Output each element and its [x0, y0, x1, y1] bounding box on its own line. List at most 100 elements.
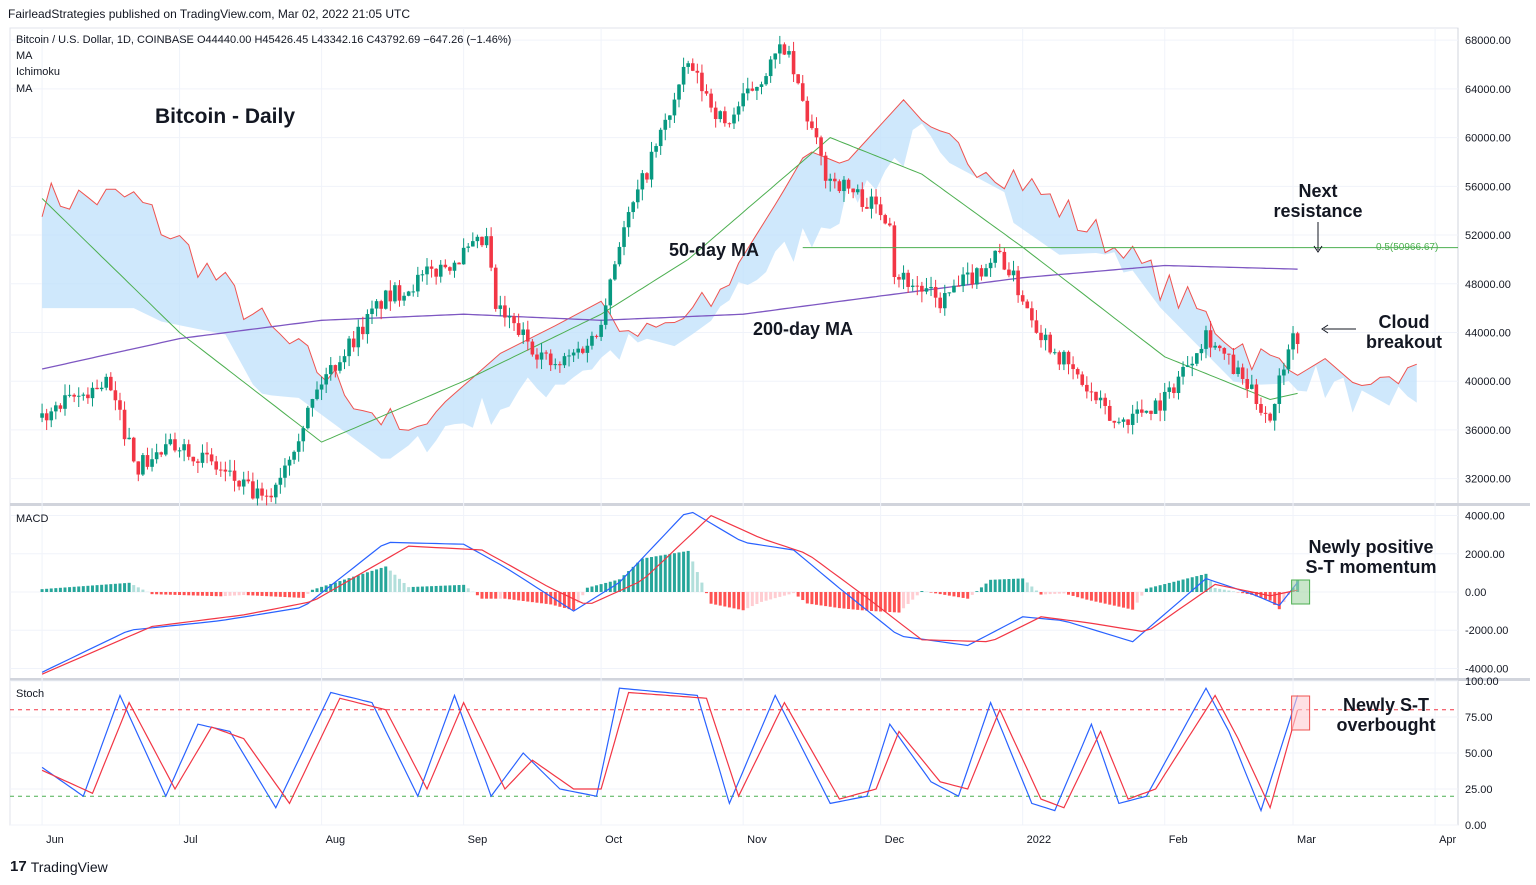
- candle-body: [723, 111, 727, 124]
- macd-histogram-bar: [443, 585, 447, 592]
- candle-body: [127, 437, 131, 440]
- published-line: FairleadStrategies published on TradingV…: [8, 7, 411, 21]
- candle-body: [1172, 387, 1176, 394]
- candle-body: [1030, 308, 1034, 321]
- footer[interactable]: 17 TradingView: [10, 858, 108, 875]
- indicator-ichimoku[interactable]: Ichimoku: [16, 66, 61, 78]
- candle-body: [594, 335, 599, 337]
- candle-body: [1135, 409, 1140, 414]
- candle-body: [938, 297, 943, 309]
- candle-body: [1121, 419, 1126, 422]
- macd-histogram-bar: [452, 585, 456, 592]
- candle-body: [942, 293, 947, 309]
- stoch-tick-label: 0.00: [1465, 820, 1486, 832]
- macd-pane-label[interactable]: MACD: [16, 513, 49, 525]
- macd-histogram-bar: [58, 587, 62, 592]
- macd-histogram-bar: [1117, 592, 1121, 607]
- macd-histogram-bar: [1126, 592, 1130, 609]
- candle-body: [269, 495, 273, 498]
- candle-body: [374, 301, 379, 309]
- macd-histogram-bar: [1007, 579, 1011, 592]
- macd-histogram-bar: [343, 579, 347, 592]
- candle-body: [301, 428, 306, 442]
- candle-body: [416, 274, 420, 292]
- macd-histogram-bar: [700, 582, 704, 592]
- candle-body: [109, 376, 113, 391]
- candle-body: [196, 461, 200, 463]
- candle-body: [480, 236, 484, 246]
- macd-histogram-bar: [1039, 592, 1043, 595]
- macd-histogram-bar: [402, 582, 406, 592]
- candle-body: [411, 291, 416, 293]
- macd-histogram-bar: [1172, 581, 1176, 592]
- stoch-d-line: [41, 691, 1299, 810]
- candle-body: [562, 356, 567, 366]
- macd-histogram-bar: [178, 592, 182, 596]
- macd-histogram-bar: [1241, 592, 1245, 594]
- macd-histogram-bar: [384, 566, 388, 592]
- macd-histogram-bar: [727, 592, 731, 608]
- macd-histogram-bar: [975, 591, 979, 592]
- macd-note-1: Newly positive: [1308, 537, 1434, 557]
- candle-body: [1240, 367, 1245, 379]
- macd-histogram-bar: [705, 592, 709, 594]
- macd-histogram-bar: [512, 592, 516, 600]
- macd-histogram-bar: [320, 586, 324, 592]
- candle-body: [67, 394, 72, 396]
- candle-body: [585, 345, 590, 353]
- price-tick-label: 40000.00: [1465, 376, 1511, 388]
- candle-body: [397, 285, 402, 301]
- candle-body: [1089, 391, 1094, 393]
- macd-histogram-bar: [448, 585, 452, 592]
- candle-body: [1282, 369, 1286, 376]
- macd-histogram-bar: [288, 592, 292, 598]
- candle-body: [773, 53, 778, 60]
- macd-histogram-bar: [943, 592, 947, 595]
- x-tick-label: Jun: [46, 834, 64, 846]
- candle-body: [241, 479, 246, 487]
- candle-body: [287, 459, 292, 466]
- price-tick-label: 36000.00: [1465, 425, 1511, 437]
- price-tick-label: 32000.00: [1465, 474, 1511, 486]
- macd-highlight-box: [1291, 579, 1311, 605]
- symbol-line[interactable]: Bitcoin / U.S. Dollar, 1D, COINBASE O444…: [16, 34, 512, 46]
- indicator-ma-1[interactable]: MA: [16, 50, 33, 62]
- cloud-breakout-arrowhead: [1321, 324, 1329, 334]
- macd-histogram-bar: [1080, 592, 1084, 599]
- candle-body: [81, 394, 86, 396]
- macd-histogram-bar: [1254, 592, 1258, 597]
- macd-histogram-bar: [457, 585, 461, 592]
- stoch-pane-label[interactable]: Stoch: [16, 688, 45, 700]
- macd-histogram-bar: [709, 592, 713, 604]
- candle-body: [613, 264, 617, 280]
- macd-histogram-bar: [828, 592, 832, 607]
- price-tick-label: 52000.00: [1465, 230, 1511, 242]
- candle-body: [1007, 269, 1011, 276]
- candle-body: [1249, 384, 1254, 389]
- candle-body: [429, 266, 434, 269]
- macd-histogram-bar: [265, 592, 269, 597]
- macd-histogram-bar: [54, 588, 58, 592]
- macd-histogram-bar: [952, 592, 956, 597]
- macd-histogram-bar: [338, 581, 342, 592]
- macd-histogram-bar: [81, 586, 85, 592]
- macd-histogram-bar: [260, 592, 264, 596]
- indicator-ma-2[interactable]: MA: [16, 83, 33, 95]
- macd-histogram-bar: [911, 592, 915, 600]
- macd-histogram-bar: [132, 585, 136, 592]
- macd-histogram-bar: [72, 586, 76, 592]
- macd-histogram-bar: [581, 592, 585, 596]
- candle-body: [823, 155, 828, 181]
- macd-histogram-bar: [150, 592, 154, 595]
- macd-histogram-bar: [439, 585, 443, 592]
- candle-body: [205, 452, 209, 455]
- candle-body: [750, 88, 755, 91]
- macd-histogram-bar: [466, 588, 470, 592]
- macd-histogram-bar: [787, 592, 791, 595]
- macd-histogram-bar: [233, 592, 237, 596]
- macd-histogram-bar: [1163, 584, 1167, 592]
- macd-histogram-bar: [127, 582, 131, 592]
- candle-body: [887, 223, 892, 226]
- candle-body: [191, 456, 196, 462]
